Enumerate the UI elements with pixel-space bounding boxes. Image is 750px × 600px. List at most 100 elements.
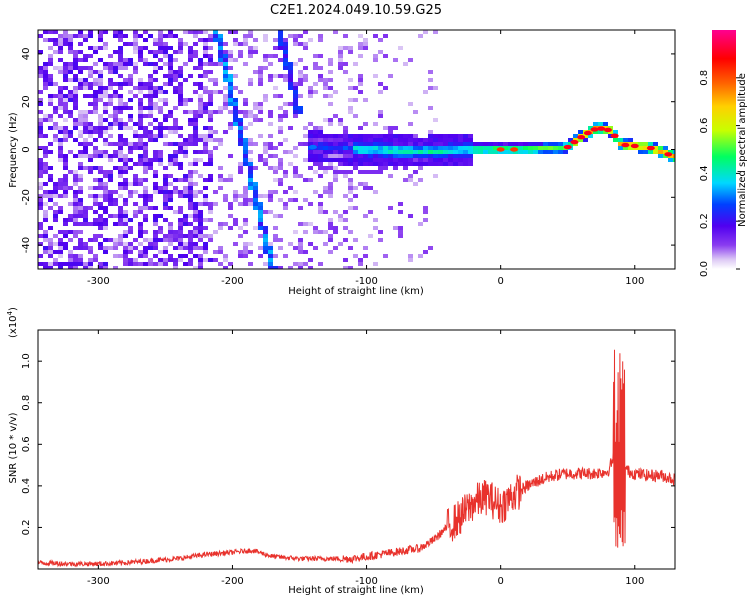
heatmap-cell — [118, 34, 123, 38]
heatmap-cell — [143, 250, 148, 254]
heatmap-cell — [333, 230, 338, 234]
heatmap-cell — [278, 46, 283, 50]
heatmap-cell — [108, 78, 113, 82]
heatmap-cell — [238, 42, 243, 46]
heatmap-cell — [148, 122, 153, 126]
heatmap-cell — [173, 150, 178, 154]
heatmap-cell — [73, 106, 78, 110]
heatmap-cell — [48, 226, 53, 230]
heatmap-cell — [228, 78, 233, 82]
heatmap-cell — [203, 90, 208, 94]
heatmap-cell — [133, 94, 138, 98]
heatmap-cell — [423, 30, 428, 34]
heatmap-cell — [293, 198, 298, 202]
heatmap-cell — [243, 114, 248, 118]
heatmap-cell — [548, 150, 553, 154]
heatmap-cell — [203, 250, 208, 254]
heatmap-cell — [203, 242, 208, 246]
heatmap-cell — [268, 146, 273, 150]
heatmap-cell — [178, 162, 183, 166]
heatmap-cell — [263, 38, 268, 42]
heatmap-cell — [348, 230, 353, 234]
heatmap-cell — [373, 122, 378, 126]
heatmap-cell — [98, 242, 103, 246]
heatmap-cell — [63, 126, 68, 130]
heatmap-cell — [193, 214, 198, 218]
colorbar-tick-label: 0.2 — [699, 213, 710, 229]
heatmap-cell — [523, 146, 528, 150]
heatmap-cell — [173, 190, 178, 194]
heatmap-cell — [248, 250, 253, 254]
heatmap-cell — [598, 122, 603, 126]
heatmap-cell — [643, 142, 648, 146]
heatmap-cell — [138, 58, 143, 62]
heatmap-cell — [68, 262, 73, 266]
heatmap-cell — [228, 174, 233, 178]
heatmap-cell — [323, 150, 328, 154]
heatmap-cell — [308, 38, 313, 42]
heatmap-cell — [178, 70, 183, 74]
heatmap-cell — [88, 74, 93, 78]
heatmap-cell — [43, 234, 48, 238]
heatmap-cell — [323, 134, 328, 138]
heatmap-cell — [153, 66, 158, 70]
heatmap-cell — [353, 134, 358, 138]
heatmap-cell — [373, 34, 378, 38]
heatmap-cell — [328, 226, 333, 230]
heatmap-cell — [323, 190, 328, 194]
heatmap-cell — [48, 82, 53, 86]
heatmap-cell — [123, 246, 128, 250]
heatmap-cell — [453, 138, 458, 142]
heatmap-cell — [78, 242, 83, 246]
heatmap-cell — [133, 182, 138, 186]
heatmap-cell — [78, 178, 83, 182]
heatmap-cell — [268, 266, 273, 269]
heatmap-cell — [218, 174, 223, 178]
heatmap-cell — [123, 62, 128, 66]
heatmap-cell — [143, 218, 148, 222]
heatmap-cell — [273, 154, 278, 158]
heatmap-cell — [133, 122, 138, 126]
heatmap-cell — [303, 230, 308, 234]
heatmap-cell — [353, 150, 358, 154]
heatmap-cell — [133, 86, 138, 90]
heatmap-cell — [298, 206, 303, 210]
heatmap-cell — [143, 154, 148, 158]
heatmap-cell — [328, 78, 333, 82]
heatmap-cell — [378, 134, 383, 138]
heatmap-cell — [168, 162, 173, 166]
heatmap-cell — [153, 118, 158, 122]
heatmap-cell — [183, 186, 188, 190]
heatmap-cell — [293, 246, 298, 250]
heatmap-cell — [253, 50, 258, 54]
heatmap-cell — [193, 190, 198, 194]
heatmap-cell — [233, 198, 238, 202]
heatmap-cell — [448, 158, 453, 162]
heatmap-cell — [118, 150, 123, 154]
heatmap-cell — [178, 126, 183, 130]
heatmap-cell — [288, 102, 293, 106]
heatmap-cell — [163, 238, 168, 242]
heatmap-cell — [378, 158, 383, 162]
heatmap-cell — [318, 194, 323, 198]
heatmap-cell — [88, 194, 93, 198]
heatmap-cell — [123, 142, 128, 146]
spectrogram-x-label: Height of straight line (km) — [288, 286, 424, 297]
heatmap-cell — [338, 62, 343, 66]
heatmap-cell — [153, 42, 158, 46]
heatmap-cell — [73, 206, 78, 210]
heatmap-cell — [198, 190, 203, 194]
heatmap-cell — [148, 242, 153, 246]
heatmap-cell — [153, 246, 158, 250]
heatmap-cell — [303, 198, 308, 202]
heatmap-cell — [548, 146, 553, 150]
heatmap-cell — [173, 258, 178, 262]
heatmap-cell — [418, 34, 423, 38]
heatmap-cell — [158, 42, 163, 46]
heatmap-cell — [123, 178, 128, 182]
heatmap-cell — [358, 170, 363, 174]
heatmap-cell — [73, 202, 78, 206]
heatmap-cell — [528, 146, 533, 150]
heatmap-cell — [403, 138, 408, 142]
heatmap-cell — [213, 34, 218, 38]
